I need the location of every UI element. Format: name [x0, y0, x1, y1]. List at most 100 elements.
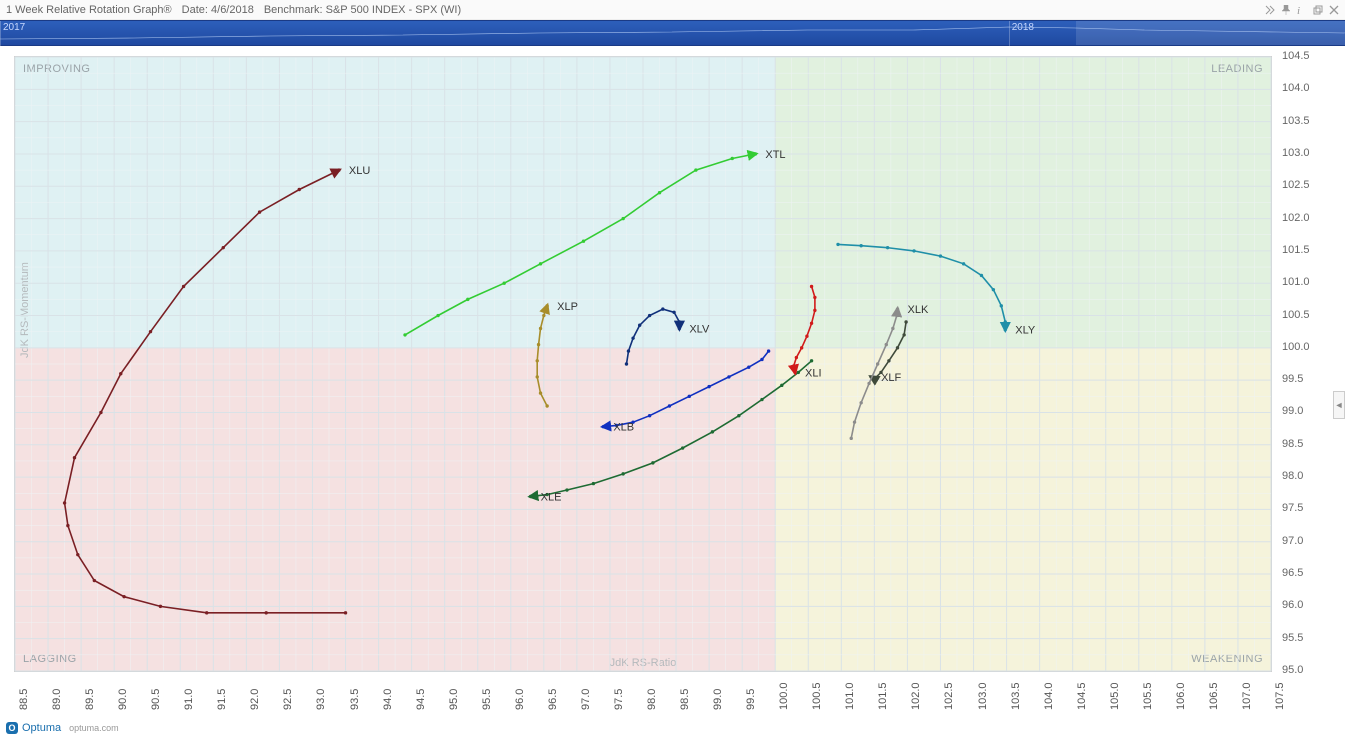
x-tick: 94.5 — [415, 689, 427, 710]
series-label-xly[interactable]: XLY — [1015, 325, 1036, 337]
x-tick: 98.0 — [646, 689, 658, 710]
series-node — [711, 430, 714, 433]
y-tick: 102.5 — [1276, 179, 1310, 191]
series-node — [648, 314, 651, 317]
brand-footer[interactable]: O Optuma optuma.com — [6, 722, 119, 734]
x-tick: 107.5 — [1274, 682, 1286, 710]
series-node — [436, 314, 439, 317]
x-tick: 103.0 — [977, 682, 989, 710]
series-node — [627, 349, 630, 352]
x-tick: 105.0 — [1109, 682, 1121, 710]
date-group: Date: 4/6/2018 — [182, 4, 254, 16]
series-node — [638, 324, 641, 327]
series-node — [258, 210, 261, 213]
x-tick: 96.5 — [547, 689, 559, 710]
collapse-right-panel-button[interactable]: ◄ — [1333, 391, 1345, 419]
series-node — [688, 395, 691, 398]
series-tail-xlv[interactable] — [627, 309, 680, 364]
series-node — [651, 461, 654, 464]
x-tick: 90.0 — [117, 689, 129, 710]
series-node — [344, 611, 347, 614]
series-node — [887, 359, 890, 362]
series-node — [678, 320, 681, 323]
series-node — [681, 446, 684, 449]
y-tick: 104.0 — [1276, 82, 1310, 94]
x-tick: 90.5 — [150, 689, 162, 710]
nav-back-icon[interactable] — [1265, 5, 1275, 15]
restore-window-icon[interactable] — [1313, 5, 1323, 15]
series-tail-xly[interactable] — [838, 244, 1005, 329]
series-node — [792, 364, 795, 367]
series-tail-xle[interactable] — [531, 361, 812, 497]
series-node — [66, 524, 69, 527]
info-italic-icon[interactable]: i — [1297, 5, 1307, 15]
series-node — [466, 298, 469, 301]
rrg-plot-area[interactable]: IMPROVING LEADING LAGGING WEAKENING JdK … — [14, 56, 1272, 672]
y-tick: 97.5 — [1276, 502, 1303, 514]
series-tail-xtl[interactable] — [405, 154, 755, 335]
series-tail-xlf[interactable] — [871, 322, 906, 379]
series-node — [737, 414, 740, 417]
y-tick: 99.0 — [1276, 405, 1303, 417]
series-node — [403, 333, 406, 336]
series-label-xtl[interactable]: XTL — [765, 149, 785, 161]
series-node — [337, 168, 340, 171]
close-icon[interactable] — [1329, 5, 1339, 15]
series-node — [621, 472, 624, 475]
y-tick: 95.0 — [1276, 664, 1303, 676]
series-node — [891, 327, 894, 330]
series-label-xlb[interactable]: XLB — [613, 422, 634, 434]
x-tick: 101.0 — [844, 682, 856, 710]
x-tick: 106.0 — [1175, 682, 1187, 710]
series-node — [536, 359, 539, 362]
series-node — [502, 282, 505, 285]
series-label-xlk[interactable]: XLK — [908, 304, 929, 316]
x-tick: 92.5 — [282, 689, 294, 710]
series-tail-xlu[interactable] — [65, 170, 346, 613]
x-tick: 89.5 — [84, 689, 96, 710]
x-tick: 94.0 — [382, 689, 394, 710]
y-tick: 100.5 — [1276, 309, 1310, 321]
series-tail-xlp[interactable] — [537, 306, 547, 406]
series-node — [850, 437, 853, 440]
x-tick: 91.0 — [183, 689, 195, 710]
series-node — [265, 611, 268, 614]
y-tick: 96.5 — [1276, 567, 1303, 579]
series-label-xlp[interactable]: XLP — [557, 301, 578, 313]
y-tick: 97.0 — [1276, 535, 1303, 547]
series-label-xlu[interactable]: XLU — [349, 165, 370, 177]
pin-icon[interactable] — [1281, 5, 1291, 15]
x-tick: 89.0 — [51, 689, 63, 710]
series-node — [222, 246, 225, 249]
series-node — [93, 579, 96, 582]
series-node — [797, 371, 800, 374]
series-node — [122, 595, 125, 598]
y-axis: 95.095.596.096.597.097.598.098.599.099.5… — [1276, 56, 1331, 670]
timeline-sparkline — [0, 21, 1345, 45]
series-label-xlf[interactable]: XLF — [881, 372, 901, 384]
x-tick: 107.0 — [1241, 682, 1253, 710]
y-tick: 103.5 — [1276, 115, 1310, 127]
series-node — [912, 249, 915, 252]
series-tail-xlb[interactable] — [603, 351, 768, 427]
timeline-strip[interactable]: 2017 2018 — [0, 20, 1345, 46]
series-node — [853, 420, 856, 423]
x-tick: 105.5 — [1142, 682, 1154, 710]
y-tick: 104.5 — [1276, 50, 1310, 62]
series-node — [760, 398, 763, 401]
series-node — [810, 322, 813, 325]
series-label-xli[interactable]: XLI — [805, 367, 822, 379]
series-node — [805, 335, 808, 338]
series-node — [99, 411, 102, 414]
series-node — [902, 333, 905, 336]
series-node — [1000, 304, 1003, 307]
series-node — [760, 358, 763, 361]
series-node — [896, 307, 899, 310]
x-tick: 99.0 — [712, 689, 724, 710]
x-tick: 104.0 — [1043, 682, 1055, 710]
series-node — [205, 611, 208, 614]
series-node — [621, 217, 624, 220]
series-label-xlv[interactable]: XLV — [689, 323, 710, 335]
series-label-xle[interactable]: XLE — [541, 491, 562, 503]
series-node — [795, 356, 798, 359]
